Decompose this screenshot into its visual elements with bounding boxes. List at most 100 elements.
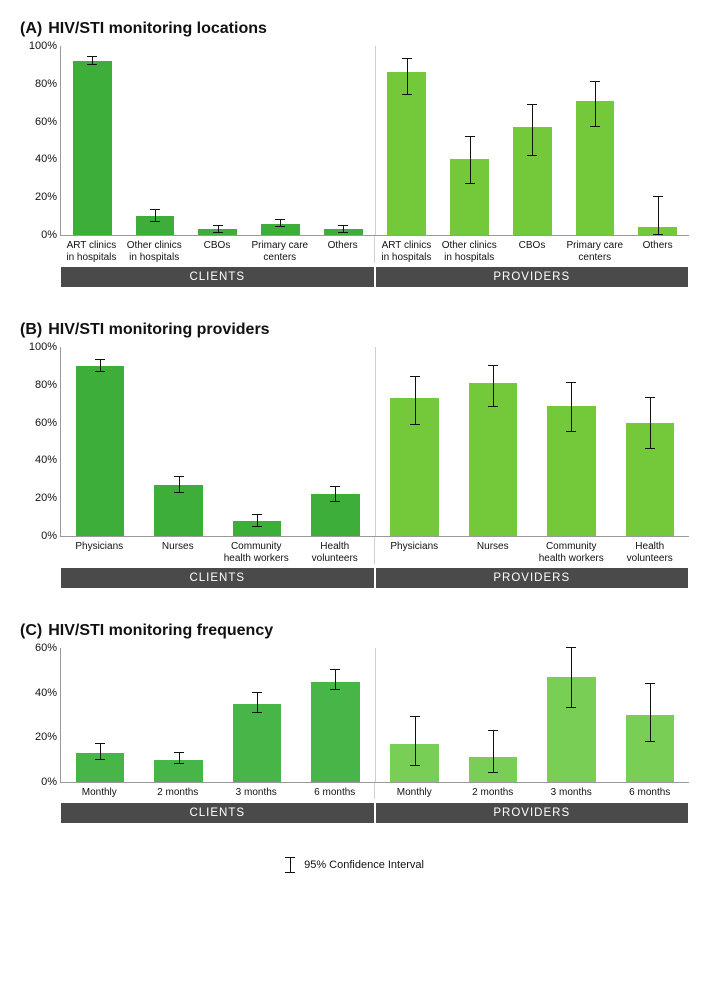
error-cap-top bbox=[174, 752, 184, 753]
ytick-label: 40% bbox=[35, 454, 61, 466]
group-label-bar: PROVIDERS bbox=[376, 803, 689, 823]
ytick-label: 60% bbox=[35, 642, 61, 654]
error-cap-top bbox=[252, 692, 262, 693]
error-bar bbox=[571, 648, 572, 708]
figure-root: (A)HIV/STI monitoring locations0%20%40%6… bbox=[20, 20, 689, 823]
error-cap-bottom bbox=[566, 707, 576, 708]
bar-slot bbox=[611, 648, 689, 782]
panel-title-text: HIV/STI monitoring frequency bbox=[48, 622, 273, 639]
x-axis-labels: ART clinics in hospitalsOther clinics in… bbox=[60, 236, 689, 263]
error-cap-top bbox=[653, 196, 663, 197]
error-cap-bottom bbox=[402, 94, 412, 95]
x-axis-label: 6 months bbox=[296, 783, 375, 799]
error-cap-top bbox=[465, 136, 475, 137]
error-cap-top bbox=[566, 647, 576, 648]
x-axis-label: CBOs bbox=[186, 236, 249, 263]
bar-slot bbox=[249, 46, 312, 235]
error-cap-bottom bbox=[252, 712, 262, 713]
x-axis-label: ART clinics in hospitals bbox=[375, 236, 438, 263]
error-bar bbox=[595, 82, 596, 127]
error-cap-bottom bbox=[488, 772, 498, 773]
error-cap-bottom bbox=[488, 406, 498, 407]
error-cap-top bbox=[252, 514, 262, 515]
x-axis-labels: PhysiciansNursesCommunity health workers… bbox=[60, 537, 689, 564]
error-bar bbox=[571, 383, 572, 432]
plot-area: 0%20%40%60%80%100% bbox=[60, 46, 689, 236]
bar-slot bbox=[376, 46, 439, 235]
error-cap-top bbox=[410, 716, 420, 717]
error-cap-top bbox=[410, 376, 420, 377]
x-axis-label: 3 months bbox=[217, 783, 296, 799]
bar bbox=[76, 366, 125, 536]
bar-group-clients bbox=[61, 46, 375, 235]
error-cap-bottom bbox=[252, 526, 262, 527]
bar bbox=[154, 485, 203, 536]
error-cap-bottom bbox=[95, 371, 105, 372]
error-cap-top bbox=[590, 81, 600, 82]
error-bar bbox=[650, 684, 651, 742]
bar-slot bbox=[218, 648, 296, 782]
error-cap-bottom bbox=[410, 765, 420, 766]
x-axis-label: Community health workers bbox=[532, 537, 611, 564]
x-axis-labels: Monthly2 months3 months6 monthsMonthly2 … bbox=[60, 783, 689, 799]
error-cap-bottom bbox=[150, 221, 160, 222]
error-cap-top bbox=[95, 743, 105, 744]
x-axis-label: CBOs bbox=[501, 236, 564, 263]
bar-slot bbox=[124, 46, 187, 235]
error-bar bbox=[493, 366, 494, 408]
error-bar bbox=[415, 377, 416, 424]
error-cap-top bbox=[488, 730, 498, 731]
panel-c: (C)HIV/STI monitoring frequency0%20%40%6… bbox=[20, 622, 689, 823]
bar-group-providers bbox=[375, 46, 690, 235]
bar-slot bbox=[454, 648, 532, 782]
bars-container bbox=[61, 347, 689, 536]
bar-slot bbox=[626, 46, 689, 235]
error-bar bbox=[335, 487, 336, 502]
error-cap-bottom bbox=[590, 126, 600, 127]
x-axis-label: Community health workers bbox=[217, 537, 296, 564]
ytick-label: 0% bbox=[41, 776, 61, 788]
bar-slot bbox=[61, 347, 139, 536]
error-cap-top bbox=[645, 397, 655, 398]
error-cap-bottom bbox=[174, 763, 184, 764]
error-bar bbox=[415, 717, 416, 766]
error-cap-top bbox=[645, 683, 655, 684]
error-bar bbox=[100, 744, 101, 760]
bar-slot bbox=[61, 46, 124, 235]
x-axis-label: Others bbox=[626, 236, 689, 263]
confidence-interval-legend: 95% Confidence Interval bbox=[20, 857, 689, 873]
bar-slot bbox=[454, 347, 532, 536]
error-bar bbox=[335, 670, 336, 690]
error-cap-bottom bbox=[645, 448, 655, 449]
chart-region: 0%20%40%60%80%100% bbox=[60, 46, 689, 236]
bar-slot bbox=[501, 46, 564, 235]
group-label-bar: CLIENTS bbox=[61, 568, 374, 588]
error-cap-bottom bbox=[338, 232, 348, 233]
ytick-label: 60% bbox=[35, 116, 61, 128]
x-axis-label: Nurses bbox=[139, 537, 218, 564]
bar-slot bbox=[61, 648, 139, 782]
bar-slot bbox=[296, 648, 374, 782]
error-cap-bottom bbox=[275, 226, 285, 227]
error-cap-bottom bbox=[87, 64, 97, 65]
error-cap-bottom bbox=[410, 424, 420, 425]
x-axis-label: Primary care centers bbox=[248, 236, 311, 263]
error-bar bbox=[650, 398, 651, 449]
error-cap-bottom bbox=[174, 492, 184, 493]
ytick-label: 0% bbox=[41, 530, 61, 542]
xlabel-group: Monthly2 months3 months6 months bbox=[374, 783, 689, 799]
xlabel-group: PhysiciansNursesCommunity health workers… bbox=[60, 537, 374, 564]
error-cap-bottom bbox=[527, 155, 537, 156]
group-label-bars: CLIENTSPROVIDERS bbox=[60, 267, 689, 287]
error-bar bbox=[179, 477, 180, 492]
bar-slot bbox=[564, 46, 627, 235]
group-label-bar: PROVIDERS bbox=[376, 267, 689, 287]
bar-slot bbox=[532, 347, 610, 536]
panel-b: (B)HIV/STI monitoring providers0%20%40%6… bbox=[20, 321, 689, 588]
legend-text: 95% Confidence Interval bbox=[304, 858, 424, 870]
ytick-label: 40% bbox=[35, 687, 61, 699]
bar bbox=[387, 72, 426, 235]
x-axis-label: Primary care centers bbox=[563, 236, 626, 263]
error-bar bbox=[407, 59, 408, 95]
error-cap-top bbox=[174, 476, 184, 477]
